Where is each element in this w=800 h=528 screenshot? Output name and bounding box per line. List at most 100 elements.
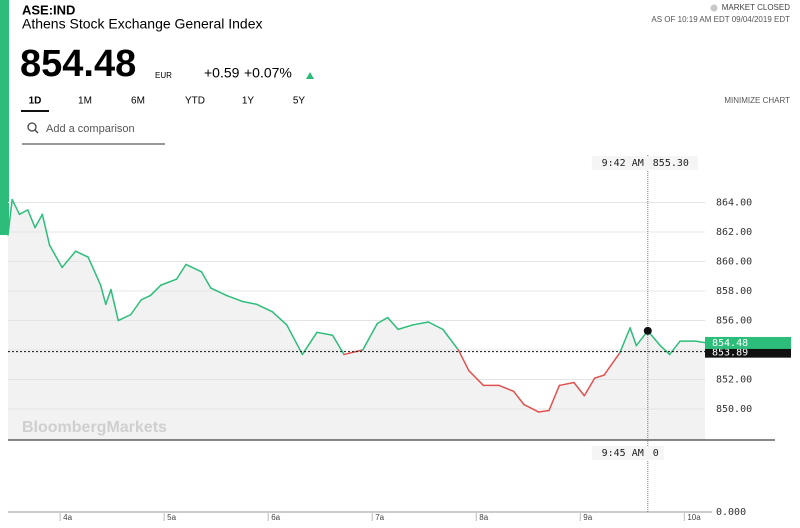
price-segment [99, 284, 107, 306]
volume-tick-label: 0.000 [716, 507, 746, 518]
price-segment [659, 344, 671, 356]
price-segment [427, 321, 444, 331]
price-segment [27, 209, 36, 229]
price-segment [105, 288, 112, 306]
volume-box [591, 446, 664, 460]
y-tick-label: 860.00 [716, 257, 752, 268]
price-segment [11, 198, 21, 216]
x-tick-label: 10a [687, 513, 701, 522]
search-icon [27, 122, 37, 132]
price-segment [411, 321, 430, 326]
price-segment [316, 331, 334, 337]
price-segment [149, 284, 162, 297]
accent-bar [0, 0, 9, 235]
tab[interactable]: 6M [131, 96, 145, 107]
price-segment [286, 324, 304, 356]
price-segment [301, 331, 318, 356]
prev-close-box [705, 346, 791, 358]
price-segment [537, 409, 550, 413]
y-tick-label: 858.00 [716, 286, 752, 297]
price-segment [548, 384, 561, 412]
search-icon [34, 129, 39, 134]
price-segment [603, 352, 621, 376]
y-tick-label: 862.00 [716, 227, 752, 238]
change: +0.59 [204, 65, 240, 81]
price-segment [210, 287, 228, 297]
market-status: MARKET CLOSED [722, 3, 791, 12]
price-segment [225, 294, 243, 303]
price-segment [523, 403, 540, 413]
y-tick-label: 856.00 [716, 316, 752, 327]
price-segment [241, 300, 258, 306]
price-segment [629, 327, 638, 347]
tab[interactable]: 1Y [242, 96, 255, 107]
x-tick-label: 9a [583, 513, 592, 522]
tab[interactable]: 5Y [293, 96, 306, 107]
tab[interactable]: 1M [78, 96, 92, 107]
crosshair-price: 855.30 [653, 158, 689, 169]
tab-underline [21, 110, 49, 112]
price-segment [271, 310, 288, 326]
price-segment [110, 288, 120, 322]
minimize-chart[interactable]: MINIMIZE CHART [724, 96, 790, 105]
area [8, 199, 705, 440]
search[interactable]: Add a comparison [22, 122, 165, 145]
price-segment [442, 328, 460, 351]
price-segment [117, 313, 132, 322]
price-segment [34, 213, 44, 229]
volume-value: 0 [653, 448, 659, 459]
x-tick-label: 6a [271, 513, 280, 522]
change-pct: +0.07% [244, 65, 292, 81]
price-segment [343, 349, 364, 356]
price-segment [498, 384, 515, 393]
price-segment [468, 369, 485, 387]
up-arrow [306, 72, 314, 79]
crosshair-time: 9:42 AM [602, 158, 644, 169]
search-placeholder: Add a comparison [46, 123, 135, 135]
price-segment [397, 324, 414, 331]
price-segment [386, 316, 399, 331]
price-segment [160, 278, 178, 286]
index-name: Athens Stock Exchange General Index [22, 16, 262, 32]
last-price-label: 854.48 [712, 338, 748, 349]
x-tick-label: 4a [63, 513, 72, 522]
price-segment [255, 303, 273, 313]
price-segment [558, 381, 575, 387]
price-segment [140, 294, 152, 301]
status-dot [710, 4, 718, 12]
as-of: AS OF 10:19 AM EDT 09/04/2019 EDT [651, 15, 790, 24]
plot: 850.00852.00854.00856.00858.00860.00862.… [7, 155, 791, 522]
y-tick-label: 864.00 [716, 198, 752, 209]
price-segment [41, 213, 51, 247]
price-segment [130, 299, 142, 316]
price: 854.48 [20, 43, 136, 85]
crosshair-box [591, 156, 698, 170]
last-price-box [705, 336, 791, 349]
tabs: 1D 1M 6M YTD 1Y 5Y [21, 96, 305, 112]
price-segment [593, 374, 605, 379]
currency: EUR [155, 71, 172, 80]
price-segment [361, 322, 379, 351]
price-segment [200, 271, 212, 289]
y-tick-label: 850.00 [716, 404, 752, 415]
tab[interactable]: 1D [29, 96, 42, 107]
price-segment [457, 349, 470, 372]
price-segment [376, 316, 389, 325]
price-segment [185, 263, 203, 273]
price-segment [512, 390, 525, 406]
price-segment [87, 256, 102, 286]
tab[interactable]: YTD [185, 96, 205, 107]
x-tick-label: 8a [479, 513, 488, 522]
price-segment [61, 250, 77, 269]
price-segment [175, 263, 187, 280]
price-segment [583, 377, 596, 397]
watermark: BloombergMarkets [22, 419, 167, 436]
price-segment [694, 340, 706, 344]
x-tick-label: 7a [375, 513, 384, 522]
price-segment [618, 327, 631, 354]
volume-time: 9:45 AM [602, 448, 644, 459]
price-segment [7, 198, 13, 236]
price-segment [74, 250, 89, 258]
crosshair-dot [643, 326, 652, 335]
